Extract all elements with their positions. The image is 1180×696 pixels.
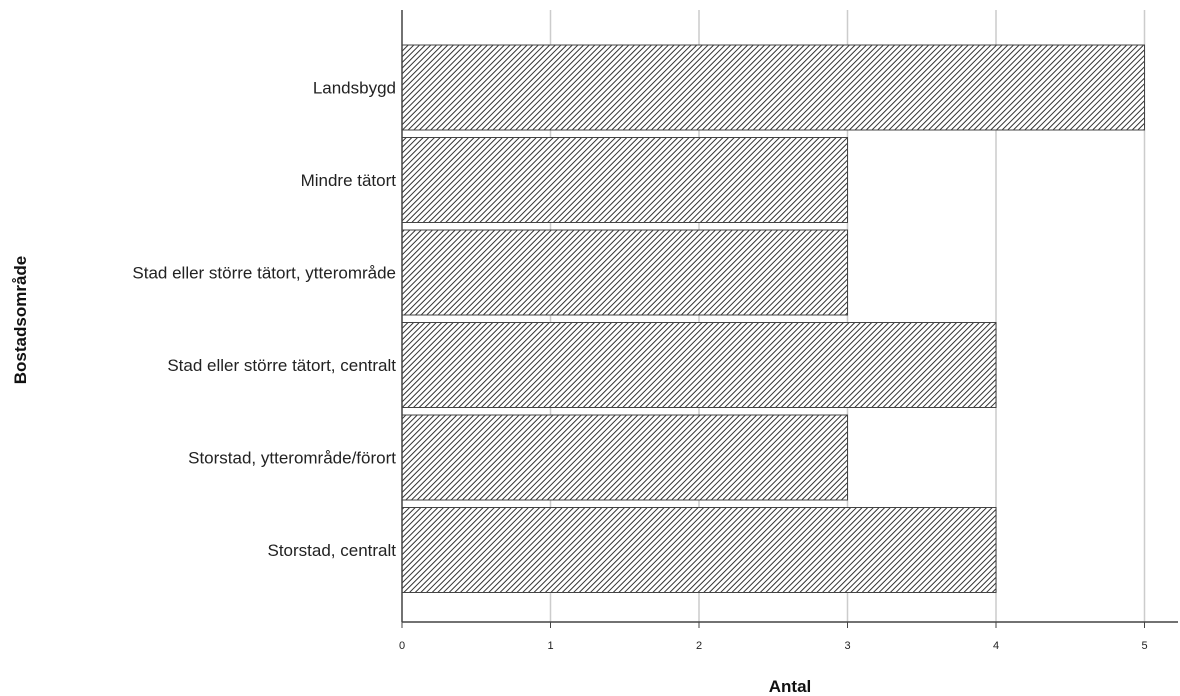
- category-label: Storstad, centralt: [267, 541, 396, 560]
- bar: [401, 137, 848, 223]
- y-axis-title: Bostadsområde: [11, 256, 30, 384]
- x-tick-label: 2: [696, 640, 702, 652]
- x-tick-label: 0: [399, 640, 405, 652]
- x-tick-label: 3: [844, 640, 850, 652]
- category-label: Landsbygd: [313, 79, 396, 98]
- category-label: Stad eller större tätort, centralt: [167, 356, 396, 375]
- category-label: Stad eller större tätort, ytterområde: [132, 264, 396, 283]
- x-tick-label: 5: [1141, 640, 1147, 652]
- category-label: Mindre tätort: [301, 171, 397, 190]
- axes: [401, 10, 1178, 628]
- category-labels: Landsbygd Mindre tätort Stad eller större …: [132, 79, 396, 561]
- x-tick-labels: 0 1 2 3 4 5: [399, 640, 1148, 652]
- x-axis-title: Antal: [769, 677, 812, 696]
- bar: [401, 44, 1145, 131]
- bar: [401, 507, 997, 593]
- bars: [401, 44, 1145, 593]
- category-label: Storstad, ytterområde/förort: [188, 449, 396, 468]
- bar: [401, 414, 848, 501]
- bar: [401, 322, 997, 408]
- bar: [401, 229, 848, 316]
- x-tick-label: 4: [993, 640, 999, 652]
- x-tick-label: 1: [547, 640, 553, 652]
